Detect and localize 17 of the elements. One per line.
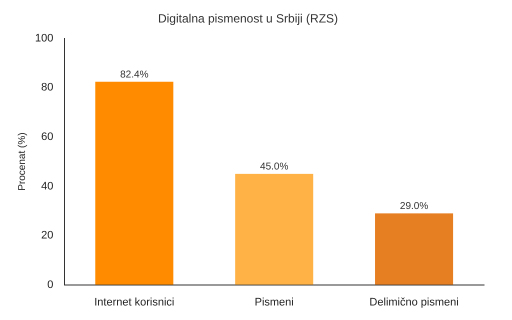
x-tick-label: Internet korisnici <box>94 296 174 308</box>
data-label: 29.0% <box>400 201 428 212</box>
y-tick-label: 100 <box>34 32 54 44</box>
chart-title: Digitalna pismenost u Srbiji (RZS) <box>158 12 338 26</box>
y-tick-label: 40 <box>41 180 54 192</box>
data-label: 45.0% <box>260 162 288 173</box>
bar <box>235 174 314 285</box>
y-tick-label: 80 <box>41 82 54 94</box>
x-tick-label: Delimično pismeni <box>369 296 459 308</box>
x-tick-label: Pismeni <box>254 296 294 308</box>
y-tick-label: 60 <box>41 130 54 143</box>
bar <box>375 213 454 285</box>
data-label: 82.4% <box>120 70 149 81</box>
y-tick-label: 20 <box>41 230 54 242</box>
bar <box>95 82 174 285</box>
y-axis-title: Procenat (%) <box>16 132 28 191</box>
y-tick-label: 0 <box>47 278 54 291</box>
